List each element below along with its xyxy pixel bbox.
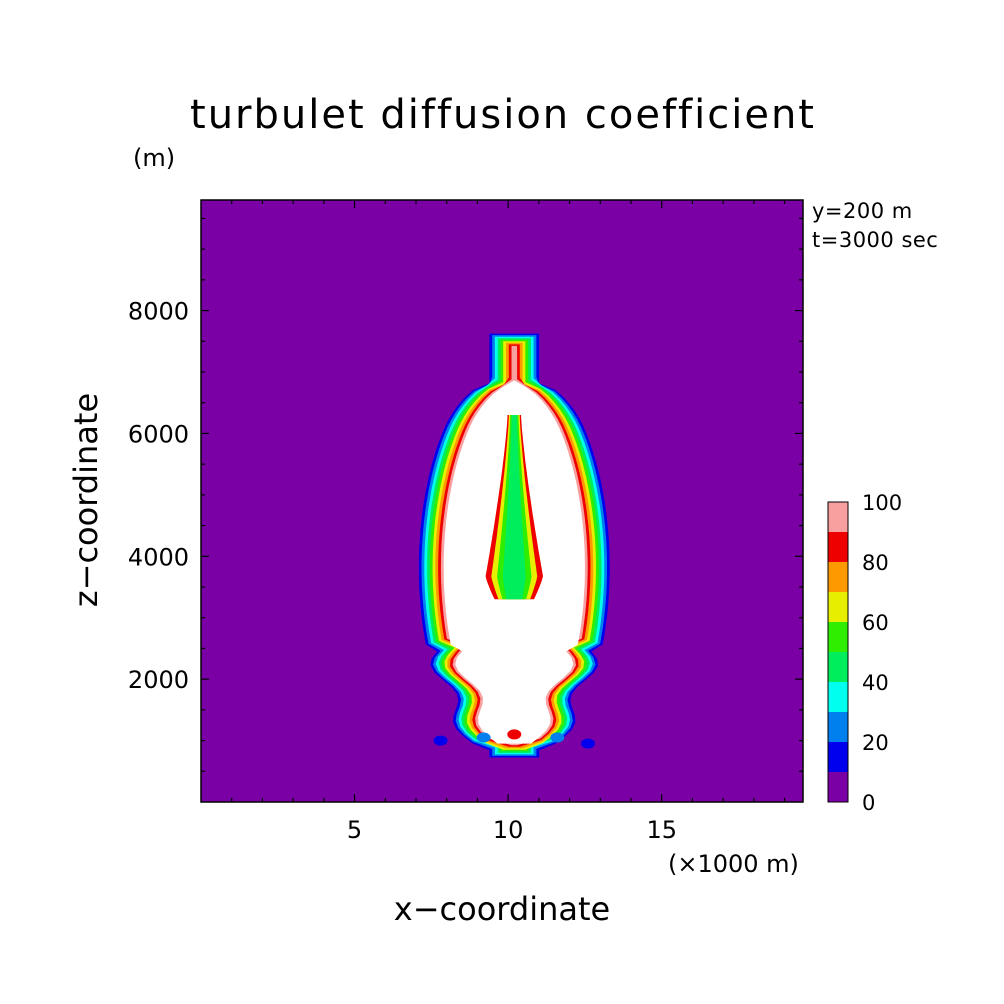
colorbar-segment	[828, 682, 848, 712]
colorbar-tick-label: 100	[862, 491, 902, 515]
colorbar-segment	[828, 772, 848, 802]
x-tick-label: 10	[493, 816, 524, 844]
annotation-time: t=3000 sec	[812, 228, 939, 252]
y-tick-label: 6000	[128, 420, 189, 448]
colorbar: 0 20 40 60 80 100	[827, 491, 902, 815]
colorbar-tick-label: 80	[862, 551, 889, 575]
base-blob-2	[476, 732, 491, 743]
y-tick-label: 8000	[128, 298, 189, 326]
colorbar-tick-label: 0	[862, 791, 875, 815]
colorbar-segment	[828, 742, 848, 772]
x-tick-label: 15	[646, 816, 677, 844]
colorbar-segment	[828, 652, 848, 682]
colorbar-segment	[828, 712, 848, 742]
annotation-y-position: y=200 m	[812, 199, 913, 223]
colorbar-tick-label: 60	[862, 611, 889, 635]
x-tick-label: 5	[347, 816, 362, 844]
colorbar-tick-label: 20	[862, 731, 889, 755]
y-tick-label: 4000	[128, 543, 189, 571]
base-blob-1	[581, 738, 595, 749]
colorbar-segment	[828, 562, 848, 592]
colorbar-segment	[828, 622, 848, 652]
colorbar-segment	[828, 532, 848, 562]
y-axis-unit: (m)	[133, 144, 176, 172]
x-axis-label: x−coordinate	[393, 890, 611, 928]
core-band-3	[502, 415, 526, 600]
axis-ticks	[201, 200, 803, 802]
colorbar-segment	[828, 502, 848, 532]
colorbar-tick-label: 40	[862, 671, 889, 695]
axis-tick-labels: 5 10 15 2000 4000 6000 8000	[128, 298, 677, 844]
base-blob-3	[550, 732, 565, 743]
y-tick-label: 2000	[128, 666, 189, 694]
chart-title: turbulet diffusion coefficient	[190, 92, 816, 138]
base-blob-4	[507, 729, 522, 740]
colorbar-frame	[827, 501, 849, 803]
plot-frame	[200, 199, 804, 803]
plume-contours	[418, 333, 610, 758]
base-blob-0	[433, 735, 448, 746]
x-axis-unit: (×1000 m)	[668, 850, 799, 878]
colorbar-segment	[828, 592, 848, 622]
